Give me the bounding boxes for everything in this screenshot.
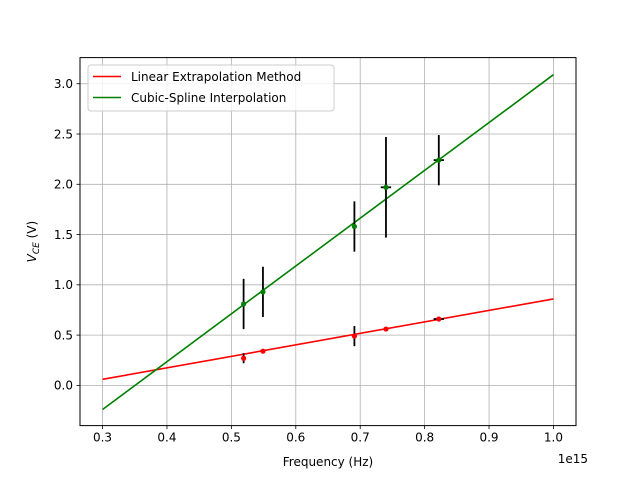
y-axis-label: VCE (V) xyxy=(25,221,42,263)
legend-entry-spline: Cubic-Spline Interpolation xyxy=(131,91,286,105)
y-tick-label-5: 2.5 xyxy=(54,127,73,141)
data-point-s0-p3 xyxy=(383,326,389,332)
data-points xyxy=(241,157,442,361)
axis-ticks: 0.3 0.4 0.5 0.6 0.7 0.8 0.9 1.0 0.0 0.5 1.0 1.5 2.0 2… xyxy=(54,77,563,445)
data-point-s0-p1 xyxy=(260,348,266,354)
y-axis-label-subscript: CE xyxy=(32,242,42,254)
y-tick-label-3: 1.5 xyxy=(54,228,73,242)
y-tick-label-0: 0.0 xyxy=(54,379,73,393)
data-point-s1-p4 xyxy=(436,157,442,163)
data-point-s1-p0 xyxy=(241,301,247,307)
x-tick-label-4: 0.7 xyxy=(351,431,370,445)
y-tick-label-6: 3.0 xyxy=(54,77,73,91)
x-tick-label-3: 0.6 xyxy=(286,431,305,445)
x-tick-label-5: 0.8 xyxy=(415,431,434,445)
y-axis-label-main: V xyxy=(25,253,39,262)
data-point-s0-p4 xyxy=(436,316,442,322)
y-tick-label-1: 0.5 xyxy=(54,328,73,342)
x-tick-label-7: 1.0 xyxy=(544,431,563,445)
fit-lines xyxy=(102,74,554,411)
data-point-s1-p2 xyxy=(351,223,358,230)
data-point-s1-p1 xyxy=(260,289,266,295)
data-point-s0-p0 xyxy=(241,355,247,361)
legend-entry-linear: Linear Extrapolation Method xyxy=(131,70,301,84)
plot-frame xyxy=(79,57,577,427)
y-tick-label-2: 1.0 xyxy=(54,278,73,292)
fit-line-series-0 xyxy=(102,298,554,381)
fit-line-series-1 xyxy=(102,74,554,411)
x-tick-label-1: 0.4 xyxy=(157,431,176,445)
legend: Linear Extrapolation Method Cubic-Spline… xyxy=(87,64,335,112)
x-axis-label: Frequency (Hz) xyxy=(283,455,374,469)
data-point-s1-p3 xyxy=(383,184,389,190)
y-axis-label-unit: (V) xyxy=(25,221,39,242)
y-tick-label-4: 2.0 xyxy=(54,178,73,192)
data-point-s0-p2 xyxy=(351,333,358,339)
x-axis-offset-label: 1e15 xyxy=(558,452,588,466)
x-tick-label-0: 0.3 xyxy=(93,431,112,445)
legend-box xyxy=(87,64,335,112)
x-tick-label-6: 0.9 xyxy=(479,431,498,445)
x-tick-label-2: 0.5 xyxy=(222,431,241,445)
